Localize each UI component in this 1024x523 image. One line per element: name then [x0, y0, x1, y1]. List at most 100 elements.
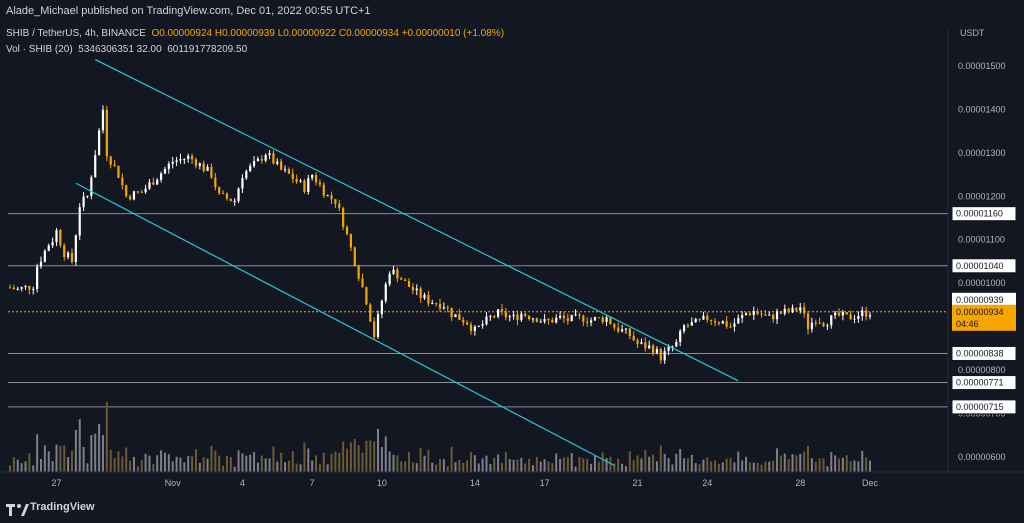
tradingview-logo-icon	[6, 504, 29, 516]
volume-bar	[86, 463, 89, 472]
candle-body	[175, 160, 178, 162]
volume-bar	[148, 455, 151, 472]
volume-bar	[392, 454, 395, 472]
candle-body	[686, 325, 690, 327]
volume-bar	[737, 451, 740, 472]
candle-body	[671, 346, 674, 348]
high-tag	[952, 292, 1016, 307]
volume-bar	[245, 455, 248, 472]
volume-bar	[601, 452, 604, 472]
candle-body	[593, 317, 597, 321]
volume-bar	[129, 460, 132, 472]
candle-body	[97, 130, 101, 156]
candle-body	[737, 318, 740, 324]
volume-bar	[791, 454, 794, 472]
candle-body	[125, 185, 128, 197]
volume-bar	[20, 463, 23, 472]
volume-bar	[388, 451, 391, 472]
volume-bar	[400, 461, 403, 472]
level-tag	[951, 206, 1017, 222]
volume-bar	[136, 466, 139, 472]
volume-bar	[349, 442, 352, 472]
volume-bar	[671, 464, 674, 472]
high-label: 0.00000939	[956, 295, 1004, 305]
volume-bar	[516, 459, 519, 472]
volume-bar	[98, 423, 101, 472]
volume-bar	[144, 453, 147, 472]
volume-bar	[644, 449, 647, 472]
candle-body	[756, 311, 759, 314]
x-tick-label: 17	[540, 478, 550, 488]
candle-body	[28, 285, 31, 290]
volume-bar	[237, 450, 240, 472]
candle-body	[500, 309, 504, 312]
symbol-label[interactable]: SHIB / TetherUS, 4h, BINANCE	[6, 28, 146, 39]
candle-body	[485, 316, 488, 325]
candle-body	[43, 250, 46, 262]
candle-body	[818, 322, 821, 324]
volume-bar	[191, 455, 194, 472]
candle-body	[159, 173, 163, 180]
candle-body	[156, 179, 159, 185]
candle-body	[822, 323, 825, 327]
candle-body	[380, 300, 383, 315]
volume-bar	[822, 458, 825, 472]
volume-bar	[741, 460, 744, 472]
volume-bar	[826, 466, 829, 472]
candle-body	[655, 349, 659, 353]
volume-bar	[659, 445, 662, 472]
candle-body	[338, 203, 341, 209]
candle-body	[318, 182, 322, 185]
candle-body	[764, 314, 767, 316]
candle-body	[710, 319, 713, 322]
candle-body	[221, 193, 225, 195]
candle-body	[551, 319, 554, 323]
volume-label[interactable]: Vol · SHIB (20)	[6, 44, 73, 55]
candle-body	[376, 314, 380, 338]
volume-bar	[105, 402, 108, 472]
volume-bar	[187, 455, 190, 472]
candle-body	[349, 234, 353, 248]
price-chart[interactable]: USDT 0.00001500 0.00001400 0.00001300 0.0000…	[0, 0, 1024, 497]
volume-bar	[803, 451, 806, 472]
candle-body	[570, 314, 573, 322]
candle-body	[620, 329, 624, 332]
candle-body	[795, 307, 798, 311]
volume-bar	[218, 455, 221, 472]
volume-bar	[566, 457, 569, 472]
volume-bar	[291, 451, 294, 472]
volume-bar	[869, 460, 871, 472]
candle-body	[415, 288, 418, 291]
volume-bar	[43, 445, 46, 472]
volume-bar	[655, 461, 658, 472]
candle-body	[543, 318, 546, 322]
volume-bar	[818, 458, 821, 472]
volume-bar	[353, 439, 356, 472]
candle-body	[314, 174, 318, 183]
volume-bar	[574, 466, 577, 472]
candle-body	[47, 245, 50, 251]
candle-body	[640, 342, 643, 344]
volume-bar	[497, 454, 500, 472]
volume-bar	[222, 465, 225, 472]
candle-body	[392, 269, 395, 274]
candle-body	[369, 304, 372, 322]
candle-body	[775, 311, 779, 320]
candle-body	[51, 242, 54, 246]
candle-body	[462, 319, 465, 323]
volume-bar	[663, 453, 666, 472]
volume-bar	[311, 460, 314, 472]
candle-body	[779, 311, 783, 314]
volume-bar	[280, 452, 283, 472]
volume-bar	[849, 461, 852, 472]
candle-body	[86, 195, 89, 197]
volume-bar	[469, 452, 472, 472]
volume-bar	[729, 457, 732, 472]
candle-body	[233, 201, 236, 203]
volume-bar	[733, 462, 736, 472]
volume-bar	[253, 452, 256, 472]
volume-bar	[28, 453, 31, 472]
volume-bar	[725, 458, 728, 472]
high-value: H0.00000939	[214, 28, 275, 39]
tradingview-brand[interactable]: TradingView	[30, 501, 95, 513]
